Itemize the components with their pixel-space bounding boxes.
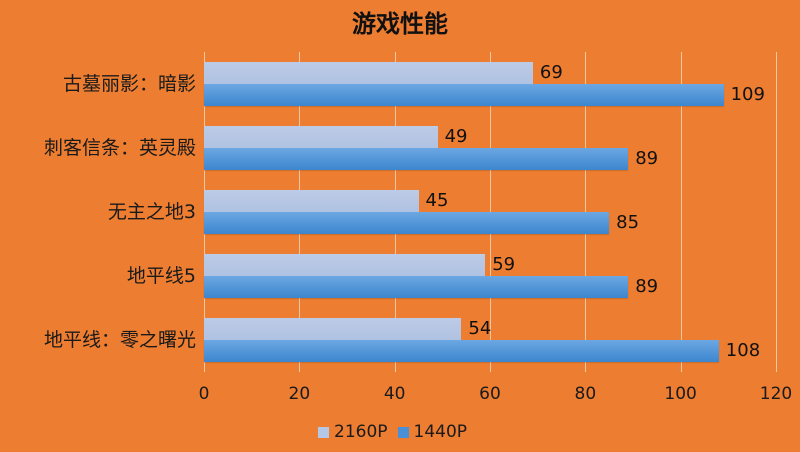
gridline — [680, 52, 682, 372]
data-label: 49 — [444, 126, 468, 147]
data-label: 109 — [730, 84, 765, 105]
category-label: 地平线：零之曙光 — [43, 329, 196, 351]
bar-1440p — [204, 148, 629, 170]
legend-item-1440p: 1440P — [397, 422, 468, 442]
bar-1440p — [204, 212, 610, 234]
data-label: 108 — [725, 340, 761, 361]
x-tick-label: 0 — [198, 384, 210, 404]
data-label: 54 — [468, 318, 492, 339]
legend-label-2160p: 2160P — [334, 422, 388, 442]
x-tick-label: 100 — [664, 384, 697, 404]
plot-area: 69 109 49 89 45 85 59 89 54 108 — [204, 52, 777, 372]
x-tick-label: 20 — [288, 384, 311, 404]
x-tick-label: 40 — [383, 384, 406, 404]
category-label: 地平线5 — [126, 265, 196, 287]
chart-title: 游戏性能 — [352, 10, 448, 38]
bar-2160p — [204, 62, 533, 84]
gridline — [776, 52, 777, 372]
bar-2160p — [204, 126, 438, 148]
x-tick-label: 80 — [574, 384, 597, 404]
data-label: 45 — [425, 190, 449, 211]
bar-2160p — [204, 190, 419, 212]
data-label: 59 — [492, 254, 516, 275]
bar-1440p — [204, 84, 724, 106]
x-tick-label: 120 — [759, 384, 793, 404]
category-label: 无主之地3 — [107, 201, 196, 223]
legend-label-1440p: 1440P — [413, 422, 468, 442]
bar-2160p — [204, 254, 486, 276]
bar-2160p — [204, 318, 462, 340]
x-tick-label: 60 — [479, 384, 501, 404]
legend: 2160P 1440P — [318, 422, 477, 442]
legend-item-2160p: 2160P — [318, 422, 388, 442]
data-label: 89 — [635, 276, 659, 297]
bar-1440p — [204, 276, 629, 298]
data-label: 69 — [539, 62, 563, 83]
data-label: 89 — [635, 148, 659, 169]
legend-swatch-1440p — [397, 426, 409, 438]
category-label: 古墓丽影：暗影 — [62, 73, 196, 95]
category-label: 刺客信条：英灵殿 — [43, 137, 196, 159]
bar-1440p — [204, 340, 719, 362]
data-label: 85 — [616, 212, 640, 233]
legend-swatch-2160p — [318, 426, 329, 438]
